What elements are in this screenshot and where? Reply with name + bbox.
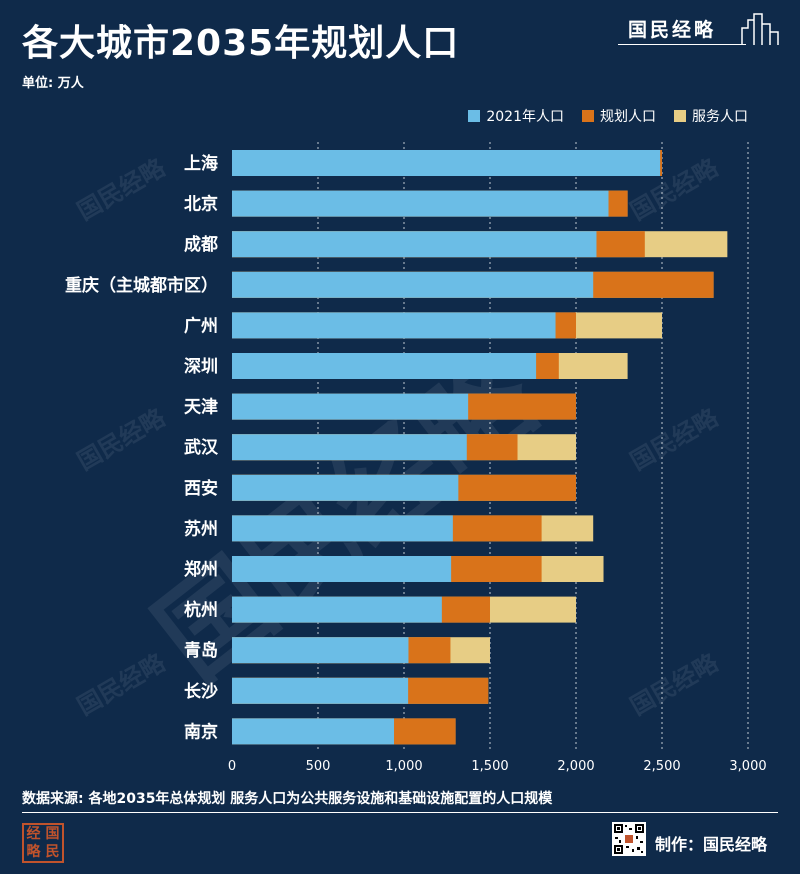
x-tick-label: 1,000 bbox=[385, 759, 422, 774]
bar-2021 bbox=[232, 150, 661, 176]
bar-2021 bbox=[232, 353, 537, 379]
category-label: 天津 bbox=[184, 397, 218, 418]
category-label: 郑州 bbox=[184, 559, 218, 580]
footer-logo: 经 国 略 民 bbox=[22, 823, 64, 863]
data-source: 数据来源: 各地2035年总体规划 服务人口为公共服务设施和基础设施配置的人口规… bbox=[22, 791, 553, 807]
legend-item-service: 服务人口 bbox=[674, 106, 748, 126]
category-label: 南京 bbox=[184, 721, 218, 742]
category-label: 青岛 bbox=[184, 640, 218, 661]
category-label: 成都 bbox=[184, 234, 218, 255]
x-tick-label: 2,500 bbox=[643, 759, 680, 774]
category-label: 武汉 bbox=[184, 437, 219, 458]
category-label: 上海 bbox=[184, 153, 218, 174]
bars bbox=[232, 150, 728, 745]
qr-code-icon bbox=[612, 822, 646, 856]
bar-2021 bbox=[232, 515, 453, 542]
legend-swatch-service bbox=[674, 110, 686, 122]
category-label: 北京 bbox=[184, 194, 218, 215]
skyline-icon bbox=[741, 13, 779, 45]
legend-label-planned: 规划人口 bbox=[600, 109, 656, 125]
footer-divider bbox=[22, 812, 778, 813]
bar-2021 bbox=[232, 312, 556, 339]
category-label: 西安 bbox=[184, 478, 218, 499]
bar-2021 bbox=[232, 393, 469, 420]
legend-item-planned: 规划人口 bbox=[582, 106, 656, 126]
x-tick-label: 500 bbox=[306, 759, 331, 774]
credit-text: 制作：国民经略 bbox=[655, 835, 768, 854]
category-label: 重庆（主城都市区） bbox=[65, 275, 218, 296]
x-tick-label: 0 bbox=[228, 759, 236, 774]
legend: 2021年人口 规划人口 服务人口 bbox=[468, 106, 748, 126]
footer-logo-char: 略 bbox=[26, 844, 41, 860]
category-label: 深圳 bbox=[184, 356, 218, 377]
x-tick-labels: 0 500 1,000 1,500 2,000 2,500 3,000 bbox=[228, 759, 767, 774]
x-tick-label: 1,500 bbox=[471, 759, 508, 774]
category-label: 长沙 bbox=[184, 681, 218, 702]
footer-logo-char: 民 bbox=[45, 844, 60, 860]
legend-swatch-2021 bbox=[468, 110, 481, 122]
category-label: 苏州 bbox=[184, 518, 218, 539]
brand-text: 国民经略 bbox=[628, 19, 717, 41]
bar-2021 bbox=[232, 637, 409, 664]
category-label: 杭州 bbox=[184, 600, 218, 621]
bar-2021 bbox=[232, 231, 597, 258]
bar-2021 bbox=[232, 718, 395, 745]
brand-underline bbox=[618, 44, 746, 45]
chart-title: 各大城市2035年规划人口 bbox=[22, 23, 460, 64]
footer-logo-char: 经 bbox=[26, 826, 41, 842]
bar-2021 bbox=[232, 190, 609, 217]
footer-logo-char: 国 bbox=[45, 826, 60, 842]
bar-2021 bbox=[232, 434, 467, 461]
category-label: 广州 bbox=[184, 315, 218, 336]
bar-2021 bbox=[232, 271, 594, 298]
x-tick-label: 2,000 bbox=[557, 759, 594, 774]
unit-label: 单位: 万人 bbox=[22, 76, 84, 91]
brand-logo: 国民经略 bbox=[618, 8, 780, 48]
bar-2021 bbox=[232, 596, 442, 623]
legend-label-service: 服务人口 bbox=[692, 109, 748, 125]
bar-2021 bbox=[232, 677, 409, 704]
legend-swatch-planned bbox=[582, 110, 594, 122]
legend-item-2021: 2021年人口 bbox=[468, 106, 564, 126]
bar-2021 bbox=[232, 556, 452, 582]
x-tick-label: 3,000 bbox=[729, 759, 766, 774]
bar-2021 bbox=[232, 474, 459, 501]
legend-label-2021: 2021年人口 bbox=[486, 109, 564, 125]
